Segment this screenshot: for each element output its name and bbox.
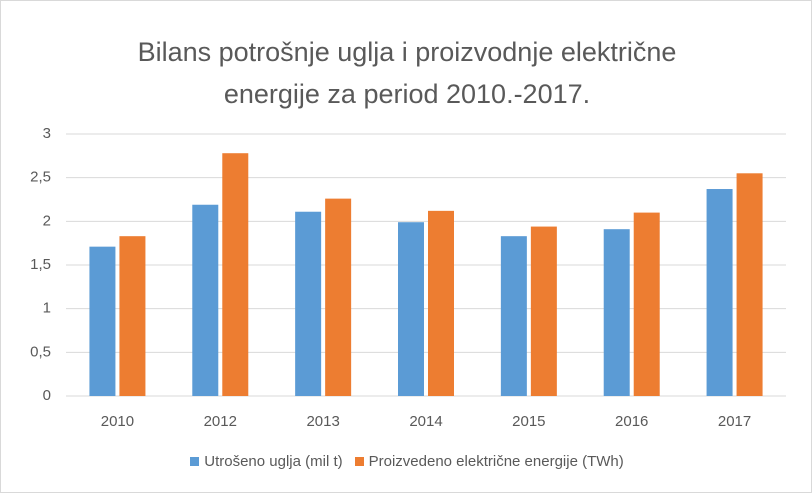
x-tick-label: 2015 <box>512 413 545 430</box>
bar <box>295 211 322 396</box>
legend-swatch <box>190 457 200 466</box>
legend-label: Utrošeno uglja (mil t) <box>204 453 343 470</box>
x-tick-label: 2012 <box>204 413 237 430</box>
x-tick-label: 2016 <box>615 413 648 430</box>
bar <box>222 153 249 396</box>
legend-item: Utrošeno uglja (mil t) <box>190 453 343 470</box>
bar <box>603 229 630 396</box>
x-tick-label: 2010 <box>101 413 134 430</box>
bar <box>706 189 733 396</box>
chart-title: Bilans potrošnje uglja i proizvodnje ele… <box>137 37 677 109</box>
y-tick-label: 0 <box>43 387 51 404</box>
bar <box>428 210 454 396</box>
y-tick-label: 1,5 <box>30 256 51 273</box>
x-tick-label: 2014 <box>409 413 442 430</box>
bar <box>325 198 352 396</box>
y-tick-label: 0,5 <box>30 343 51 360</box>
bar <box>119 236 146 396</box>
bar <box>633 212 660 396</box>
bar <box>736 173 763 396</box>
y-tick-label: 1 <box>43 300 51 317</box>
bar <box>192 204 219 396</box>
x-tick-label: 2017 <box>718 413 751 430</box>
y-tick-label: 3 <box>43 125 51 142</box>
legend: Utrošeno uglja (mil t) Proizvedeno elektr… <box>1 453 811 470</box>
legend-swatch <box>354 457 364 466</box>
bar <box>530 226 557 396</box>
x-tick-label: 2013 <box>306 413 339 430</box>
bar <box>500 236 527 396</box>
bar <box>89 246 116 396</box>
legend-item: Proizvedeno električne energije (TWh) <box>354 453 624 470</box>
legend-label: Proizvedeno električne energije (TWh) <box>368 453 624 470</box>
y-tick-label: 2,5 <box>30 169 51 186</box>
bar <box>398 222 424 396</box>
y-tick-label: 2 <box>43 212 51 229</box>
